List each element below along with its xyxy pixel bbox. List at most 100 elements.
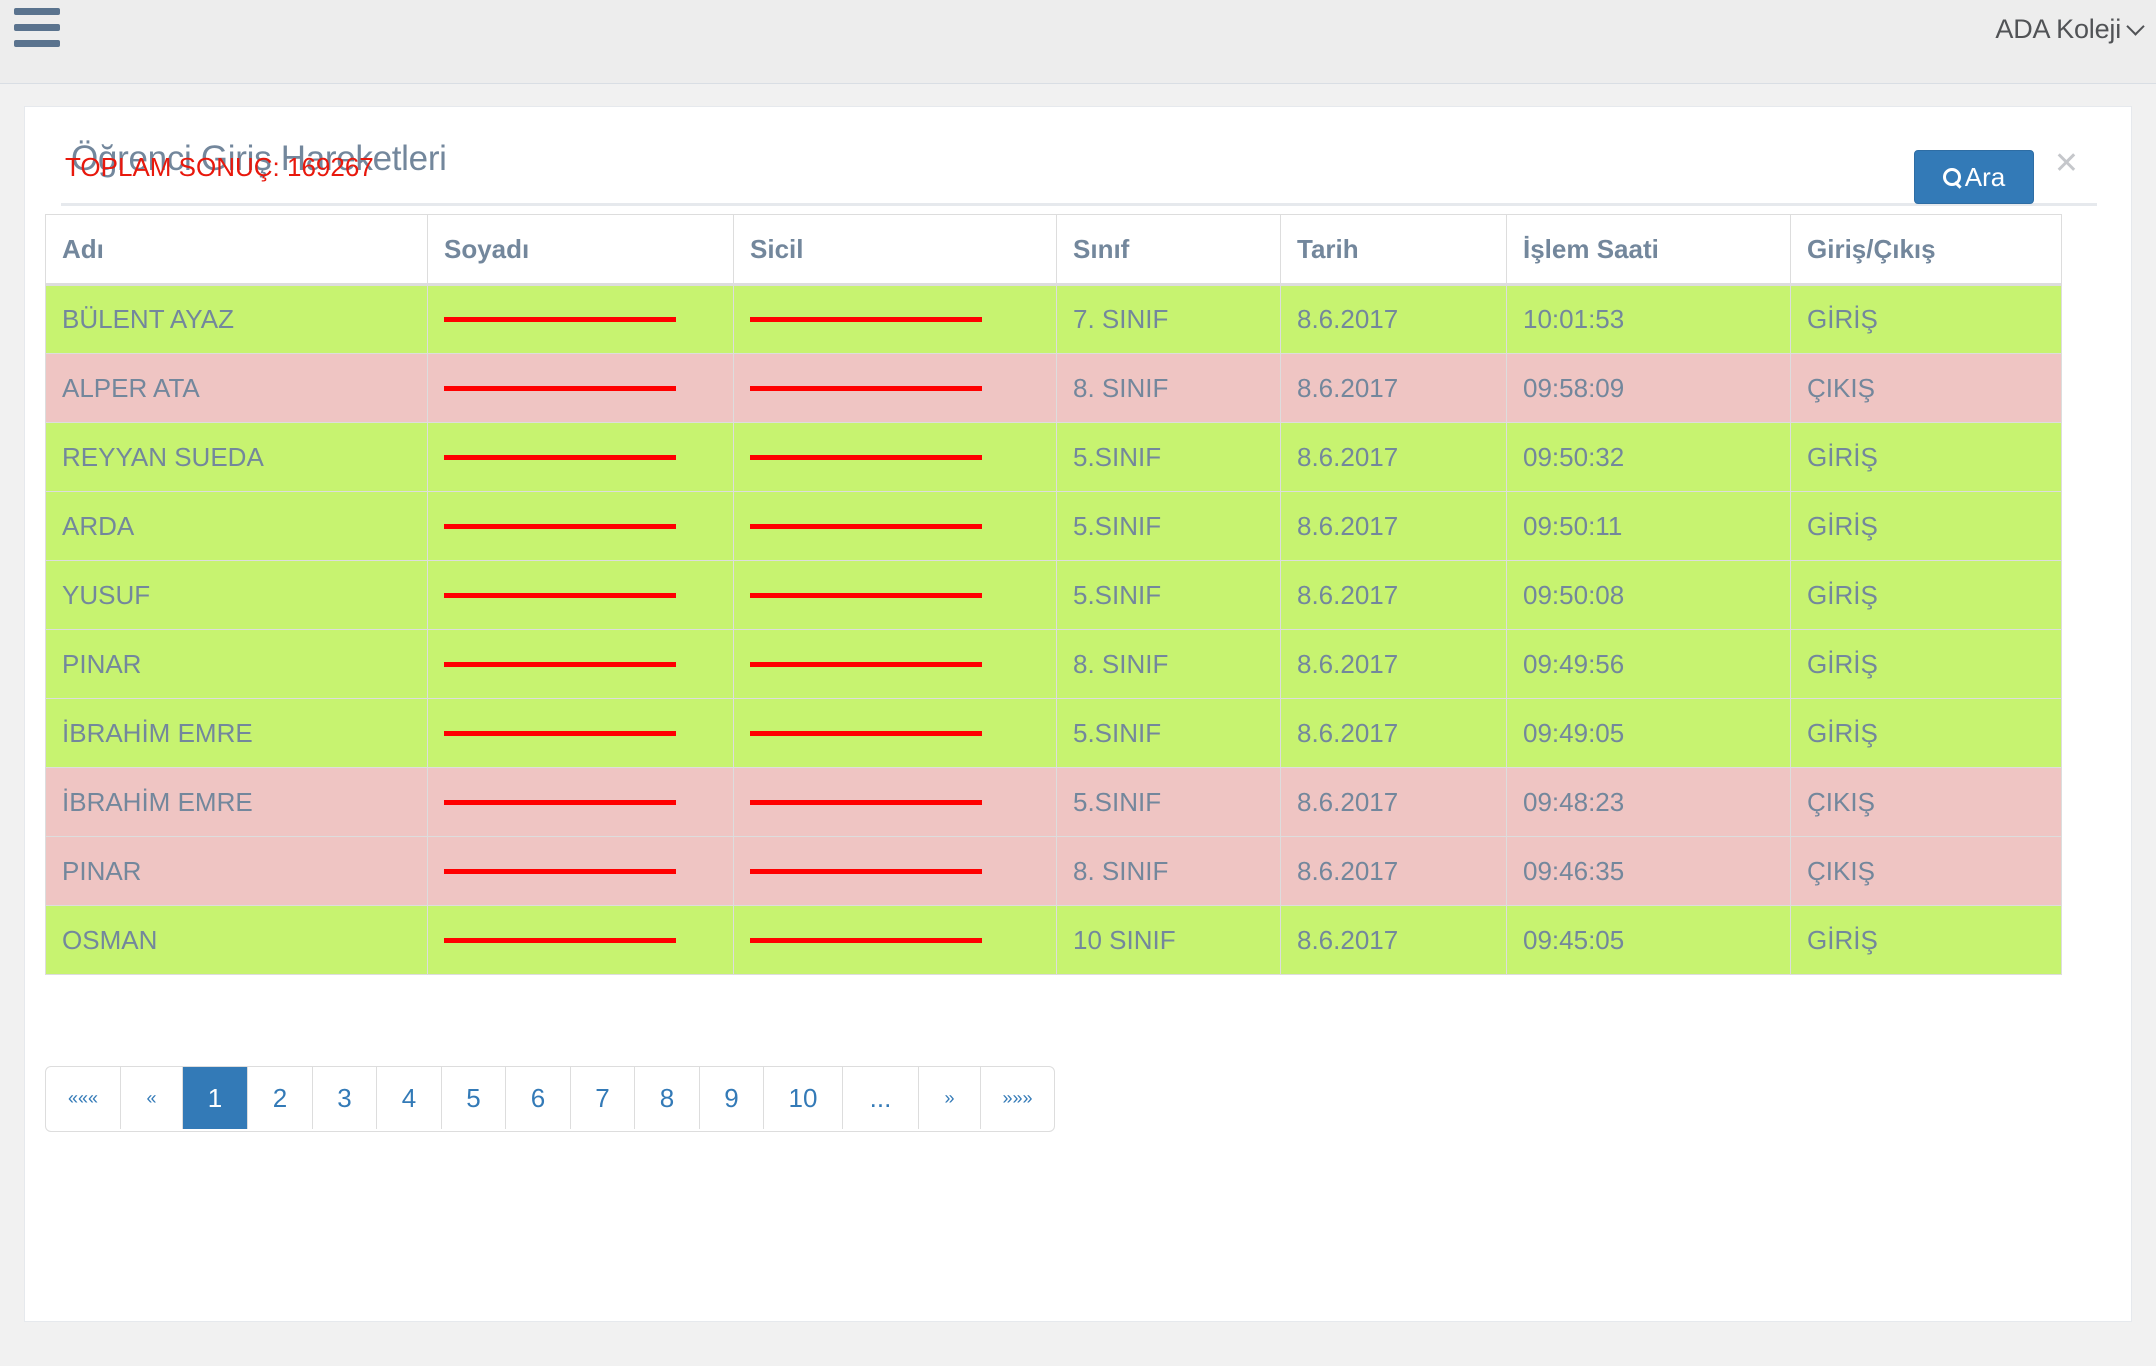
cell-time: 09:50:11 [1506,491,1791,561]
cell-registry [733,698,1057,768]
cell-date: 8.6.2017 [1280,698,1507,768]
redaction-mark [444,868,676,874]
redaction-mark [444,799,676,805]
pagination-page[interactable]: 3 [312,1067,376,1129]
close-icon[interactable]: ✕ [2053,147,2079,180]
pagination-page[interactable]: 1 [182,1067,247,1129]
pagination-page[interactable]: 9 [699,1067,763,1129]
cell-name: PINAR [45,836,428,906]
redaction-mark [750,868,982,874]
cell-surname [427,905,734,975]
redaction-mark [444,730,676,736]
table-row[interactable]: BÜLENT AYAZ 7. SINIF 8.6.2017 10:01:53 GİRİŞ [45,284,2062,354]
user-menu[interactable]: ADA Koleji [1995,14,2145,45]
redaction-mark [750,937,982,943]
cell-surname [427,284,734,354]
cell-name: OSMAN [45,905,428,975]
cell-registry [733,422,1057,492]
hamburger-icon[interactable] [14,6,60,48]
cell-surname [427,767,734,837]
table-row[interactable]: YUSUF 5.SINIF 8.6.2017 09:50:08 GİRİŞ [45,560,2062,630]
column-header-date[interactable]: Tarih [1280,214,1507,286]
pagination-page[interactable]: 5 [441,1067,505,1129]
cell-time: 09:50:32 [1506,422,1791,492]
redaction-mark [444,661,676,667]
cell-class: 5.SINIF [1056,767,1281,837]
column-header-time[interactable]: İşlem Saati [1506,214,1791,286]
pagination-last[interactable]: »»» [980,1067,1054,1129]
cell-registry [733,491,1057,561]
panel-tools: ✕ [2003,147,2079,184]
cell-surname [427,629,734,699]
cell-time: 09:46:35 [1506,836,1791,906]
panel-title: Öğrenci Giriş Hareketleri [71,139,447,178]
column-header-class[interactable]: Sınıf [1056,214,1281,286]
pagination-page[interactable]: 6 [505,1067,570,1129]
cell-surname [427,560,734,630]
cell-date: 8.6.2017 [1280,905,1507,975]
table-row[interactable]: PINAR 8. SINIF 8.6.2017 09:46:35 ÇIKIŞ [45,836,2062,906]
redaction-mark [750,799,982,805]
pagination-page[interactable]: 4 [376,1067,441,1129]
table-row[interactable]: OSMAN 10 SINIF 8.6.2017 09:45:05 GİRİŞ [45,905,2062,975]
pagination-page[interactable]: 8 [634,1067,699,1129]
cell-class: 5.SINIF [1056,698,1281,768]
column-header-surname[interactable]: Soyadı [427,214,734,286]
cell-direction: GİRİŞ [1790,629,2062,699]
cell-class: 8. SINIF [1056,836,1281,906]
cell-direction: ÇIKIŞ [1790,836,2062,906]
cell-registry [733,560,1057,630]
cell-direction: ÇIKIŞ [1790,767,2062,837]
table-row[interactable]: İBRAHİM EMRE 5.SINIF 8.6.2017 09:49:05 GİRİŞ [45,698,2062,768]
cell-date: 8.6.2017 [1280,629,1507,699]
cell-name: İBRAHİM EMRE [45,767,428,837]
cell-direction: GİRİŞ [1790,905,2062,975]
cell-surname [427,353,734,423]
column-header-name[interactable]: Adı [45,214,428,286]
cell-direction: GİRİŞ [1790,491,2062,561]
table-row[interactable]: PINAR 8. SINIF 8.6.2017 09:49:56 GİRİŞ [45,629,2062,699]
cell-date: 8.6.2017 [1280,353,1507,423]
pagination-page[interactable]: 10 [763,1067,842,1129]
redaction-mark [444,317,676,322]
user-name: ADA Koleji [1995,14,2121,44]
pagination-first[interactable]: ««« [67,1087,99,1108]
search-button[interactable]: Ara [1914,150,2034,204]
pagination-page[interactable]: 2 [247,1067,312,1129]
redaction-mark [750,454,982,460]
cell-direction: GİRİŞ [1790,698,2062,768]
column-header-direction[interactable]: Giriş/Çıkış [1790,214,2062,286]
redaction-mark [750,523,982,529]
pagination: ««« « 1 2 3 4 5 6 7 8 9 10 ... » »»» [45,1066,1055,1132]
redaction-mark [750,661,982,667]
cell-name: REYYAN SUEDA [45,422,428,492]
cell-class: 5.SINIF [1056,422,1281,492]
cell-name: ARDA [45,491,428,561]
cell-time: 09:49:56 [1506,629,1791,699]
search-icon [1942,168,1961,186]
cell-class: 10 SINIF [1056,905,1281,975]
cell-time: 09:58:09 [1506,353,1791,423]
table-row[interactable]: İBRAHİM EMRE 5.SINIF 8.6.2017 09:48:23 ÇIKIŞ [45,767,2062,837]
movements-table: Adı Soyadı Sicil Sınıf Tarih İşlem Saati… [45,214,2062,975]
pagination-page[interactable]: 7 [570,1067,634,1129]
cell-date: 8.6.2017 [1280,560,1507,630]
cell-time: 10:01:53 [1506,284,1791,354]
table-row[interactable]: ARDA 5.SINIF 8.6.2017 09:50:11 GİRİŞ [45,491,2062,561]
redaction-mark [750,385,982,391]
table-row[interactable]: REYYAN SUEDA 5.SINIF 8.6.2017 09:50:32 GİRİŞ [45,422,2062,492]
cell-registry [733,629,1057,699]
pagination-next[interactable]: » [918,1067,980,1129]
cell-direction: GİRİŞ [1790,284,2062,354]
pagination-prev[interactable]: « [120,1067,182,1129]
cell-surname [427,698,734,768]
redaction-mark [444,937,676,943]
table-row[interactable]: ALPER ATA 8. SINIF 8.6.2017 09:58:09 ÇIKIŞ [45,353,2062,423]
search-button-label: Ara [1964,161,2006,192]
top-navbar: ADA Koleji [0,0,2156,84]
cell-date: 8.6.2017 [1280,491,1507,561]
cell-class: 8. SINIF [1056,629,1281,699]
cell-date: 8.6.2017 [1280,836,1507,906]
column-header-registry[interactable]: Sicil [733,214,1057,286]
cell-class: 5.SINIF [1056,491,1281,561]
